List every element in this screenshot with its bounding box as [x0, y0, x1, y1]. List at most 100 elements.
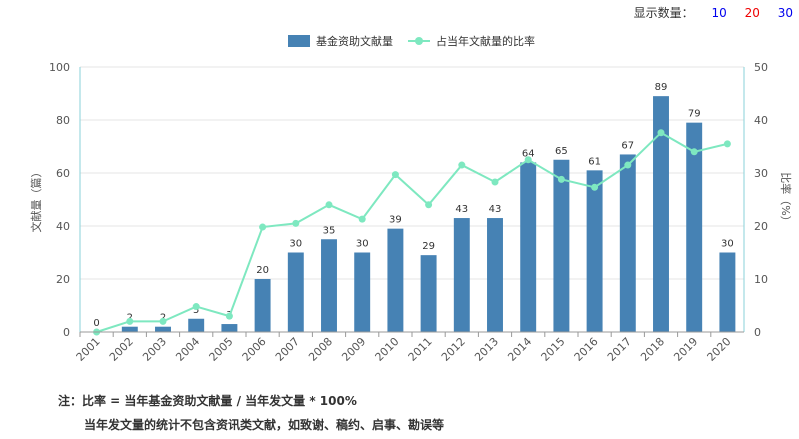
x-tick-label: 2018 [638, 335, 667, 364]
x-tick-label: 2009 [339, 335, 368, 364]
x-tick-label: 2008 [306, 335, 335, 364]
x-tick-label: 2014 [505, 335, 534, 364]
x-tick-label: 2002 [107, 335, 136, 364]
ratio-point [358, 215, 366, 223]
x-tick-label: 2012 [439, 335, 468, 364]
ratio-point [557, 175, 565, 183]
bar [586, 170, 603, 332]
ratio-point [225, 312, 233, 320]
bar [420, 255, 437, 332]
bar [254, 279, 271, 332]
x-tick-label: 2017 [605, 335, 634, 364]
bar-value-label: 30 [721, 239, 734, 250]
bar [520, 162, 537, 332]
display-option-30[interactable]: 30 [777, 6, 793, 20]
x-tick-label: 2011 [406, 335, 435, 364]
ratio-line [96, 131, 728, 333]
bar [653, 96, 669, 333]
x-tick-label: 2005 [207, 335, 236, 364]
bar-value-label: 5 [193, 305, 199, 316]
legend-line-label: 占当年文献量的比率 [436, 34, 535, 48]
ratio-point [259, 223, 267, 231]
bar [619, 154, 636, 332]
bar-value-label: 61 [588, 156, 601, 167]
y-right-tick-label: 10 [754, 273, 768, 286]
bar-value-label: 0 [93, 318, 99, 329]
ratio-point [192, 303, 200, 311]
y-left-tick-label: 60 [56, 167, 70, 180]
ratio-point [624, 161, 632, 169]
bar [686, 122, 703, 333]
ratio-point [126, 317, 134, 325]
bar-value-label: 89 [655, 82, 668, 93]
bar-value-label: 30 [356, 239, 369, 250]
ratio-point [524, 156, 532, 164]
y-right-tick-label: 20 [754, 220, 768, 233]
x-tick-label: 2007 [273, 335, 302, 364]
y-left-tick-label: 0 [63, 326, 70, 339]
x-tick-label: 2003 [140, 335, 169, 364]
bar [221, 324, 238, 332]
ratio-point [657, 129, 665, 137]
bar-value-label: 39 [389, 215, 402, 226]
legend-line-marker [415, 37, 423, 45]
bar-value-label: 43 [455, 204, 468, 215]
x-tick-label: 2010 [373, 335, 402, 364]
x-tick-label: 2020 [705, 335, 734, 364]
display-count-label: 显示数量： [633, 6, 694, 20]
ratio-point [325, 201, 333, 209]
legend-bar-swatch [288, 35, 310, 47]
note-ratio-definition: 注：比率 = 当年基金资助文献量 / 当年发文量 * 100% [58, 394, 357, 408]
bar [387, 228, 404, 332]
y-left-axis-title: 文献量（篇） [29, 167, 43, 233]
bar [287, 252, 304, 332]
ratio-point [425, 201, 433, 209]
funding-chart: 02253203035303929434364656167897930 0204… [29, 34, 793, 364]
bar [487, 218, 503, 332]
y-left-tick-label: 100 [49, 61, 70, 74]
ratio-point [591, 183, 599, 191]
y-left-tick-label: 80 [56, 114, 70, 127]
ratio-point [292, 219, 300, 227]
bar [155, 326, 171, 332]
x-tick-label: 2015 [539, 335, 568, 364]
bar-value-label: 65 [555, 146, 568, 157]
bar [553, 159, 570, 332]
ratio-point [391, 171, 399, 179]
bar [321, 239, 337, 332]
ratio-point [458, 161, 466, 169]
bar-value-label: 79 [688, 109, 701, 120]
y-right-tick-label: 0 [754, 326, 761, 339]
x-tick-label: 2004 [173, 335, 202, 364]
display-count-selector: 显示数量： 10 20 30 [630, 4, 793, 21]
bar-value-label: 20 [256, 265, 269, 276]
bar [188, 318, 205, 332]
bar-value-label: 29 [422, 241, 435, 252]
x-tick-label: 2019 [671, 335, 700, 364]
y-right-tick-label: 50 [754, 61, 768, 74]
note-exclusion: 当年发文量的统计不包含资讯类文献，如致谢、稿约、启事、勘误等 [84, 418, 445, 432]
ratio-point [159, 317, 167, 325]
ratio-point [723, 140, 731, 148]
bar-value-label: 67 [621, 140, 634, 151]
display-option-10[interactable]: 10 [711, 6, 727, 20]
x-tick-label: 2013 [472, 335, 501, 364]
bar-value-label: 35 [323, 225, 336, 236]
y-left-tick-label: 20 [56, 273, 70, 286]
y-left-tick-label: 40 [56, 220, 70, 233]
display-option-20[interactable]: 20 [744, 6, 760, 20]
ratio-point [690, 148, 698, 156]
y-right-tick-label: 40 [754, 114, 768, 127]
legend-bar-label: 基金资助文献量 [316, 34, 393, 48]
x-tick-label: 2016 [572, 335, 601, 364]
bar [121, 326, 138, 332]
x-tick-label: 2001 [74, 335, 103, 364]
bar [354, 252, 371, 332]
bar-value-label: 43 [489, 204, 502, 215]
ratio-point [491, 178, 499, 186]
bar [719, 252, 736, 332]
y-right-tick-label: 30 [754, 167, 768, 180]
bar-value-label: 30 [289, 239, 302, 250]
bar [453, 218, 470, 332]
x-tick-label: 2006 [240, 335, 269, 364]
